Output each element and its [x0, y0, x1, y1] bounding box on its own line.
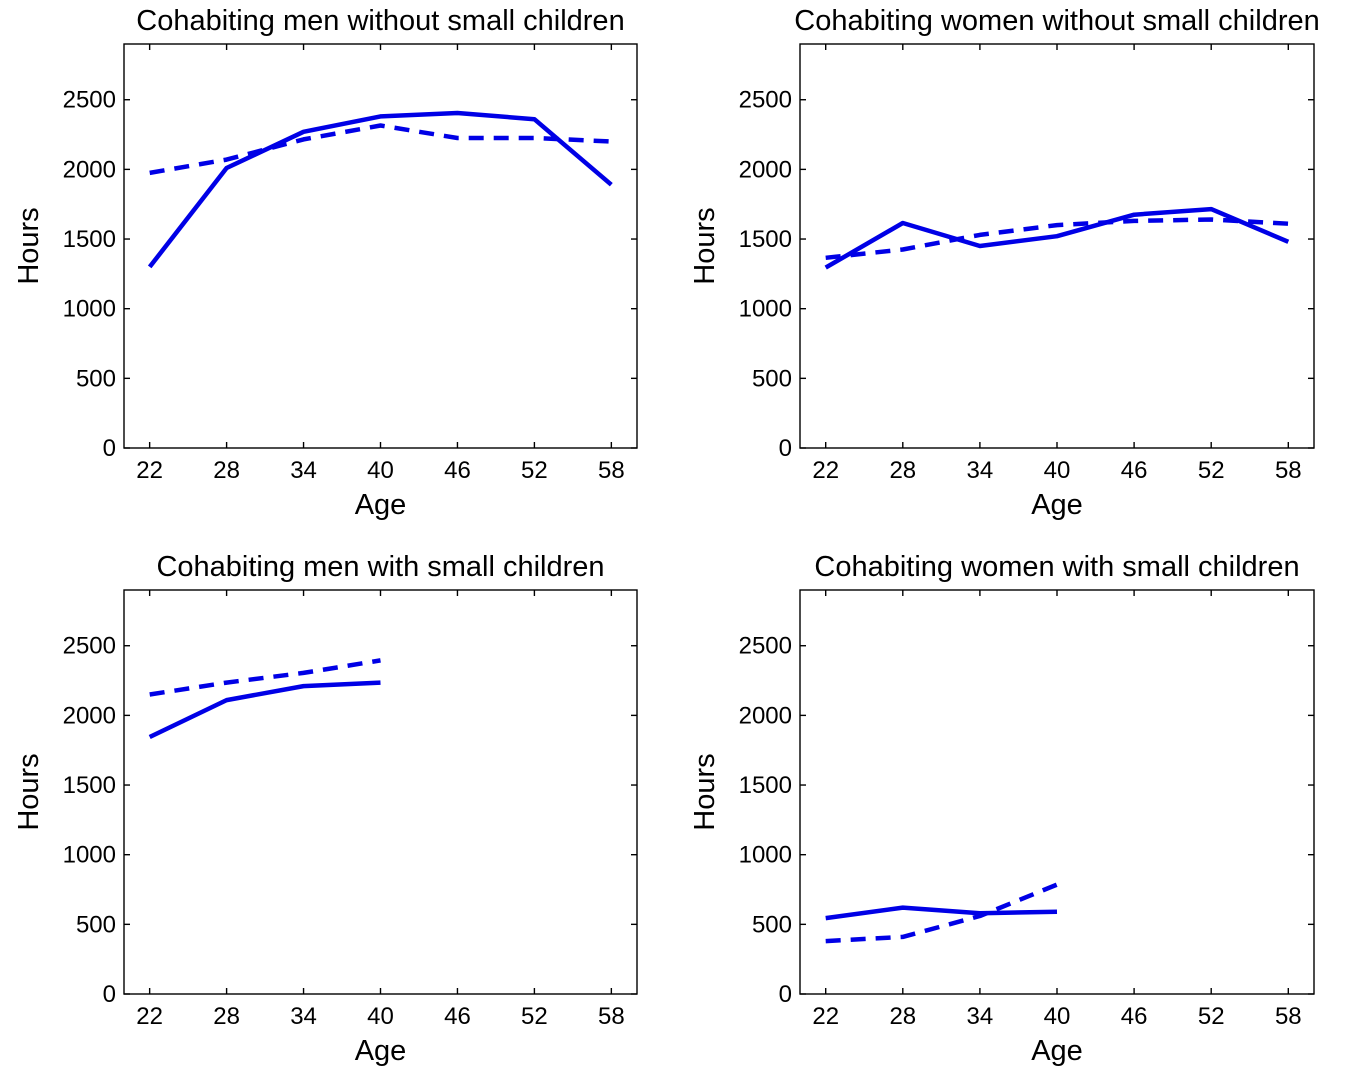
x-tick-label: 34: [967, 457, 994, 484]
x-tick-label: 46: [1121, 457, 1148, 484]
y-tick-label: 1500: [739, 226, 792, 253]
y-tick-label: 2500: [63, 87, 116, 114]
subplot-men-with-children: 22 28 34 40 46 52 58 0 500 1000 1500 2000 2500 Cohabi…: [13, 551, 638, 1067]
plot-area: [123, 589, 638, 995]
y-tick-label: 0: [779, 981, 792, 1008]
plot-area: [799, 43, 1315, 449]
series-line-solid: [148, 680, 381, 740]
x-tick-label: 34: [290, 457, 317, 484]
y-tick-label: 1000: [739, 296, 792, 323]
x-tick-label: 22: [136, 457, 163, 484]
y-tick-label: 0: [779, 435, 792, 462]
y-tick-label: 2000: [739, 156, 792, 183]
x-tick-label: 58: [598, 457, 625, 484]
x-tick-label: 34: [290, 1003, 317, 1030]
x-tick-label: 58: [1275, 1003, 1302, 1030]
y-tick-label: 0: [103, 435, 116, 462]
series-line-solid: [824, 206, 1290, 270]
y-tick-label: 2000: [739, 702, 792, 729]
x-tick-label: 28: [889, 457, 916, 484]
plot-area: [799, 589, 1315, 995]
x-axis-label: Age: [355, 489, 407, 521]
y-tick-label: 1500: [63, 226, 116, 253]
x-tick-label: 58: [598, 1003, 625, 1030]
y-tick-label: 2000: [63, 702, 116, 729]
y-tick-label: 1000: [63, 842, 116, 869]
chart-title: Cohabiting men with small children: [156, 551, 604, 583]
y-tick-label: 1500: [63, 772, 116, 799]
y-axis-label: Hours: [13, 207, 45, 284]
x-tick-label: 28: [889, 1003, 916, 1030]
series-line-solid: [147, 110, 613, 269]
subplot-men-without-children: 22 28 34 40 46 52 58 0 500 1000 1500 2000 2500 Cohabi…: [13, 5, 638, 521]
x-tick-label: 28: [213, 457, 240, 484]
y-axis-label: Hours: [689, 207, 721, 284]
plot-area: [123, 43, 638, 449]
y-tick-label: 500: [76, 911, 116, 938]
x-tick-label: 46: [1121, 1003, 1148, 1030]
y-tick-label: 500: [752, 365, 792, 392]
subplot-women-with-children: 22 28 34 40 46 52 58 0 500 1000 1500 2000 2500 Cohabi…: [689, 551, 1315, 1067]
x-axis-label: Age: [1031, 1035, 1083, 1067]
series-line-solid: [825, 905, 1058, 921]
x-tick-label: 22: [136, 1003, 163, 1030]
x-axis-label: Age: [355, 1035, 407, 1067]
y-tick-label: 1000: [739, 842, 792, 869]
y-axis-label: Hours: [689, 753, 721, 830]
x-tick-label: 52: [1198, 1003, 1225, 1030]
chart-title: Cohabiting men without small children: [136, 5, 624, 37]
series-line-dashed: [149, 658, 381, 697]
y-tick-label: 2500: [739, 633, 792, 660]
x-tick-label: 40: [367, 457, 394, 484]
y-tick-label: 2000: [63, 156, 116, 183]
y-tick-label: 500: [752, 911, 792, 938]
y-tick-label: 2500: [63, 633, 116, 660]
subplot-women-without-children: 22 28 34 40 46 52 58 0 500 1000 1500 2000 2500 Cohabi…: [689, 5, 1320, 521]
x-tick-label: 52: [1198, 457, 1225, 484]
x-tick-label: 34: [967, 1003, 994, 1030]
x-tick-label: 22: [812, 457, 839, 484]
x-axis-label: Age: [1031, 489, 1083, 521]
chart-title: Cohabiting women without small children: [794, 5, 1319, 37]
x-tick-label: 52: [521, 1003, 548, 1030]
x-tick-label: 58: [1275, 457, 1302, 484]
x-tick-label: 28: [213, 1003, 240, 1030]
y-tick-label: 0: [103, 981, 116, 1008]
series-line-dashed: [149, 123, 612, 176]
x-tick-label: 40: [1044, 1003, 1071, 1030]
chart-title: Cohabiting women with small children: [814, 551, 1299, 583]
series-line-dashed: [825, 217, 1289, 261]
y-tick-label: 500: [76, 365, 116, 392]
x-tick-label: 46: [444, 457, 471, 484]
y-axis-label: Hours: [13, 753, 45, 830]
x-tick-label: 40: [367, 1003, 394, 1030]
y-tick-label: 1500: [739, 772, 792, 799]
series-line-dashed: [825, 882, 1058, 944]
y-tick-label: 1000: [63, 296, 116, 323]
y-tick-label: 2500: [739, 87, 792, 114]
x-tick-label: 40: [1044, 457, 1071, 484]
x-tick-label: 46: [444, 1003, 471, 1030]
x-tick-label: 52: [521, 457, 548, 484]
x-tick-label: 22: [812, 1003, 839, 1030]
